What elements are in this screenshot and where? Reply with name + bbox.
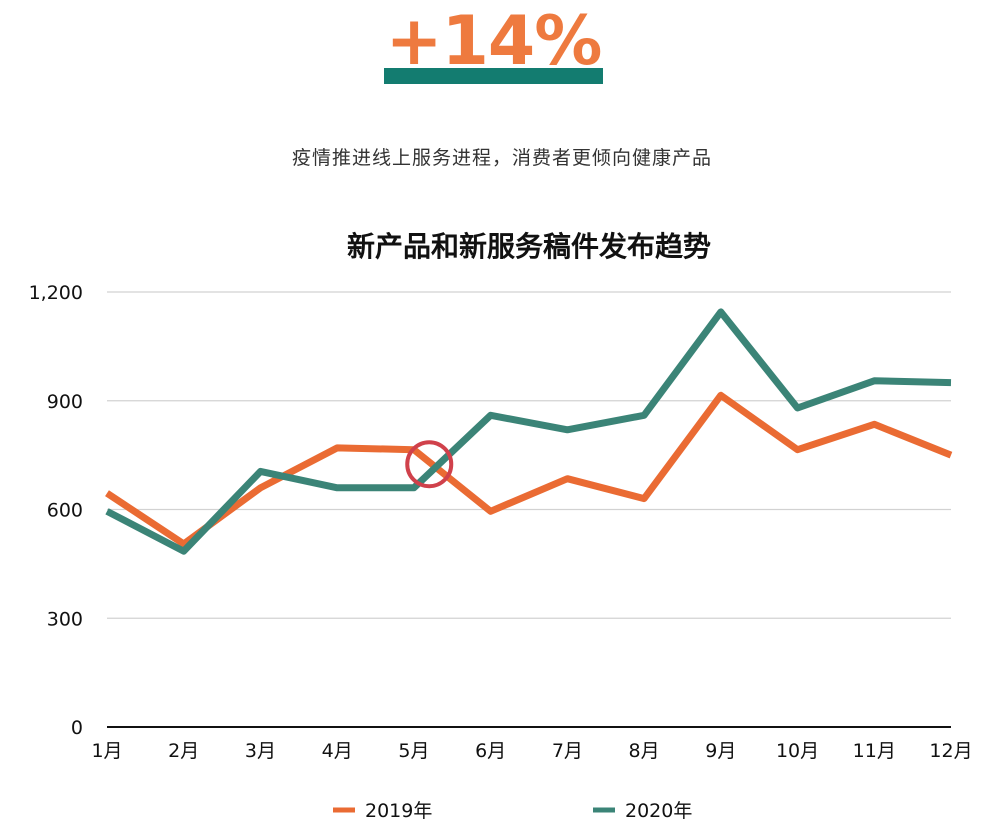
x-tick-label: 10月 — [776, 740, 819, 762]
chart-title: 新产品和新服务稿件发布趋势 — [347, 230, 711, 263]
x-tick-label: 9月 — [705, 740, 736, 762]
y-tick-label: 900 — [47, 391, 83, 413]
legend-label-2: 2020年 — [625, 800, 692, 822]
subtitle: 疫情推进线上服务进程，消费者更倾向健康产品 — [291, 147, 712, 169]
headline-percentage: +14% — [385, 2, 603, 81]
x-tick-label: 1月 — [91, 740, 122, 762]
x-tick-label: 7月 — [552, 740, 583, 762]
legend-label-1: 2019年 — [365, 800, 432, 822]
x-tick-label: 11月 — [853, 740, 896, 762]
headline-underline-bar — [384, 68, 603, 84]
y-tick-label: 0 — [71, 717, 83, 739]
x-tick-label: 8月 — [629, 740, 660, 762]
x-tick-label: 4月 — [322, 740, 353, 762]
y-tick-label: 1,200 — [29, 282, 83, 304]
x-tick-label: 3月 — [245, 740, 276, 762]
x-tick-label: 2月 — [168, 740, 199, 762]
headline: +14% — [384, 2, 603, 84]
y-tick-label: 300 — [47, 608, 83, 630]
y-tick-label: 600 — [47, 500, 83, 522]
series-line-2 — [105, 308, 952, 555]
x-tick-label: 6月 — [475, 740, 506, 762]
annotation-circle — [405, 440, 454, 489]
x-tick-label: 12月 — [929, 740, 972, 762]
x-tick-label: 5月 — [398, 740, 429, 762]
series-line-1 — [105, 391, 953, 548]
